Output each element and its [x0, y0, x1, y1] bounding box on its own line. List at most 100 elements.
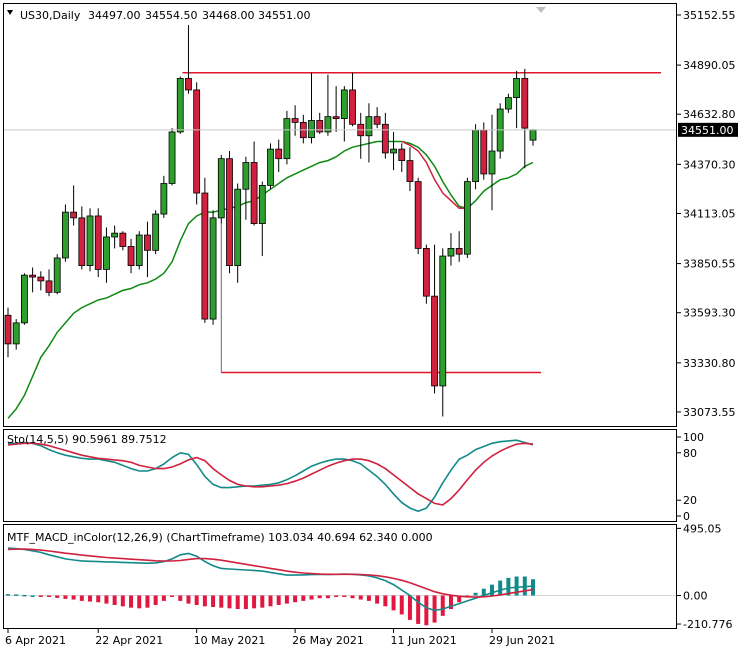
candle	[381, 112, 389, 159]
candle	[365, 103, 373, 163]
macd-pane-frame	[3, 524, 677, 629]
header-triangle-icon	[7, 10, 13, 15]
macd-histogram-bar	[252, 595, 257, 609]
candle	[53, 254, 61, 295]
macd-axis: 495.05 0.00 -210.776	[676, 522, 732, 631]
macd-histogram-bar	[293, 595, 298, 603]
macd-histogram-bar	[424, 595, 429, 626]
low-value: 34468.00	[202, 9, 255, 22]
macd-lines	[7, 547, 534, 612]
price-tick-label: 33850.55	[683, 258, 736, 271]
candle-body	[340, 89, 348, 119]
stochastic-axis: 100 80 20 0	[676, 431, 704, 523]
candle	[463, 177, 471, 258]
macd-histogram-bar	[137, 595, 142, 609]
horizontal-lines	[182, 71, 661, 374]
candle-body	[463, 181, 471, 255]
macd-histogram-bar	[473, 592, 478, 596]
candle-body	[21, 274, 28, 324]
macd-histogram-bar	[448, 595, 453, 610]
price-tick-label: 35152.55	[683, 9, 736, 22]
candle	[349, 72, 356, 127]
candle-body	[267, 148, 274, 186]
macd-tick-label: 495.05	[683, 522, 722, 535]
candle	[447, 233, 455, 266]
macd-histogram-bar	[342, 595, 347, 597]
candle-body	[324, 116, 332, 133]
candle	[472, 124, 479, 190]
candle-body	[29, 274, 37, 278]
macd-signal-line	[7, 548, 534, 598]
candle	[480, 122, 488, 180]
candle	[185, 25, 192, 94]
macd-histogram-bar	[366, 595, 371, 601]
macd-histogram-bar	[440, 595, 445, 616]
candle	[488, 114, 496, 211]
candle-body	[78, 217, 86, 267]
candle	[275, 139, 283, 173]
candle-body	[160, 183, 168, 215]
candle	[455, 231, 463, 262]
candle	[504, 93, 512, 113]
candle	[103, 227, 110, 283]
candle-body	[250, 162, 258, 224]
symbol-label: US30,Daily	[20, 9, 81, 22]
macd-tick-label: -210.776	[683, 618, 732, 631]
main-pane-frame	[3, 3, 677, 427]
macd-histogram-bar	[194, 595, 199, 605]
macd-histogram-bar	[416, 595, 421, 624]
candle	[176, 76, 184, 134]
macd-histogram-bar	[63, 595, 68, 599]
candle	[324, 74, 332, 136]
macd-histogram-bar	[407, 595, 412, 620]
time-tick-label: 11 Jun 2021	[391, 634, 457, 647]
macd-histogram-bar	[6, 594, 10, 596]
candle	[160, 175, 168, 218]
candle	[373, 107, 381, 129]
macd-histogram-bar	[260, 595, 265, 608]
macd-histogram-bar	[350, 595, 355, 599]
macd-tick-label: 0.00	[683, 589, 708, 602]
candle	[193, 82, 201, 205]
candle	[250, 141, 258, 226]
current-price-label: 34551.00	[681, 124, 734, 137]
candle	[78, 206, 86, 270]
macd-histogram-bar	[227, 595, 232, 609]
candle-body	[209, 217, 217, 320]
candle-body	[127, 246, 135, 267]
macd-histogram-bar	[47, 595, 52, 597]
macd-histogram-bar	[120, 595, 125, 607]
macd-histogram-bar	[375, 595, 380, 604]
candle-body	[144, 234, 151, 251]
macd-histogram-bar	[55, 595, 60, 598]
candle	[267, 143, 274, 190]
macd-histogram-bar	[284, 595, 289, 604]
candle-body	[521, 78, 529, 129]
candle-body	[70, 211, 78, 219]
stochastic-tick-label: 0	[683, 510, 690, 523]
candle-body	[373, 116, 381, 125]
macd-histogram-bar	[71, 595, 76, 600]
candle	[62, 204, 69, 262]
candle	[86, 208, 94, 272]
candle-body	[504, 97, 512, 110]
macd-histogram-bar	[235, 595, 240, 610]
macd-histogram-bar	[14, 594, 19, 596]
macd-histogram-bar	[22, 594, 27, 597]
stochastic-lines	[7, 439, 534, 513]
macd-histogram-bar	[178, 595, 183, 601]
current-price-box	[678, 122, 738, 137]
candle	[12, 319, 20, 350]
close-value: 34551.00	[258, 9, 311, 22]
candle-body	[193, 89, 201, 194]
candle-body	[94, 215, 102, 270]
candle	[439, 248, 447, 417]
candle-body	[234, 188, 242, 267]
price-tick-label: 34113.05	[683, 207, 736, 220]
candle-body	[217, 158, 225, 219]
moving-average-red-line	[401, 140, 468, 210]
candle-body	[45, 280, 53, 293]
candle-body	[455, 248, 463, 255]
macd-histogram-bar	[514, 576, 519, 596]
chart-shift-marker[interactable]	[536, 7, 546, 13]
